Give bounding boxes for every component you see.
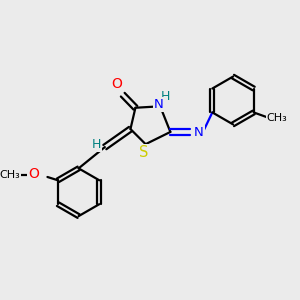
Text: CH₃: CH₃ [267,113,287,123]
Text: S: S [140,145,149,160]
Text: N: N [154,98,164,111]
Text: H: H [161,91,170,103]
Text: H: H [92,138,101,151]
Text: N: N [194,126,204,139]
Text: O: O [28,167,39,181]
Text: CH₃: CH₃ [0,170,20,180]
Text: O: O [111,76,122,91]
